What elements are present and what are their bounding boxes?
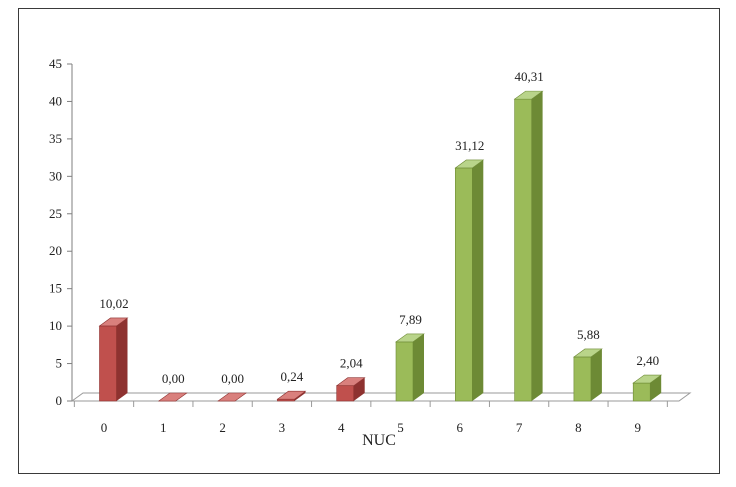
bar-top — [335, 377, 366, 387]
data-label: 0,24 — [281, 369, 304, 384]
bar-top — [572, 348, 603, 358]
chart-bars — [98, 90, 663, 402]
data-label: 0,00 — [162, 371, 185, 386]
bar-side — [353, 377, 365, 401]
y-tick-label: 5 — [56, 356, 63, 371]
x-tick-label: 7 — [516, 420, 523, 435]
bar-top — [98, 317, 129, 327]
bar-front — [99, 325, 117, 402]
y-tick-label: 30 — [49, 168, 62, 183]
bar-front — [454, 167, 473, 402]
data-label: 40,31 — [514, 69, 543, 84]
y-tick-label: 15 — [49, 281, 62, 296]
bar-6 — [454, 159, 485, 402]
bar-front — [336, 385, 355, 402]
x-tick-label: 1 — [160, 420, 167, 435]
bar-front — [573, 356, 592, 402]
bar-7 — [513, 90, 544, 402]
x-tick-label: 2 — [219, 420, 226, 435]
data-label: 2,40 — [636, 353, 659, 368]
x-tick-label: 5 — [397, 420, 404, 435]
bar-side — [294, 391, 306, 401]
y-tick-label: 45 — [49, 56, 62, 71]
bar-top — [454, 159, 485, 169]
data-label: 0,00 — [221, 371, 244, 386]
data-label: 10,02 — [99, 296, 128, 311]
bar-side — [650, 375, 662, 401]
bar-top — [217, 392, 248, 402]
bar-top — [157, 392, 188, 402]
x-tick-label: 4 — [338, 420, 345, 435]
y-tick-label: 40 — [49, 93, 62, 108]
x-tick-label: 3 — [279, 420, 286, 435]
bar-9 — [632, 374, 663, 402]
x-tick-label: 8 — [575, 420, 582, 435]
y-tick-label: 25 — [49, 206, 62, 221]
bar-front — [632, 382, 651, 402]
x-axis-title: NUC — [362, 432, 396, 449]
data-label: 5,88 — [577, 327, 600, 342]
y-tick-label: 10 — [49, 318, 62, 333]
data-label: 31,12 — [455, 138, 484, 153]
chart-data-labels: 10,02 0,00 0,00 0,24 2,04 7,89 31,12 40,31 5,88 2… — [99, 69, 659, 386]
bar-4 — [335, 377, 366, 402]
bar-side — [413, 333, 424, 401]
bar-top — [513, 90, 544, 100]
bar-top — [395, 333, 425, 343]
bar-side — [531, 91, 543, 401]
bar-side — [472, 159, 484, 401]
bar-2 — [217, 392, 248, 402]
data-label: 2,04 — [340, 356, 363, 371]
bar-8 — [572, 348, 603, 402]
bar-1 — [157, 392, 188, 402]
x-tick-label: 6 — [457, 420, 464, 435]
bar-front — [395, 341, 414, 402]
bar-front — [514, 98, 532, 402]
bar-5 — [395, 333, 425, 402]
y-tick-label: 0 — [56, 393, 63, 408]
bar-top — [276, 390, 307, 400]
data-label: 7,89 — [399, 312, 422, 327]
x-tick-label: 0 — [101, 420, 108, 435]
bar-top — [632, 374, 663, 384]
y-tick-label: 20 — [49, 243, 62, 258]
y-tick-label: 35 — [49, 131, 62, 146]
bar-side — [116, 317, 128, 401]
x-tick-label: 9 — [634, 420, 641, 435]
bar-3 — [276, 390, 307, 402]
bar-side — [590, 348, 602, 401]
bar-0 — [98, 317, 129, 402]
